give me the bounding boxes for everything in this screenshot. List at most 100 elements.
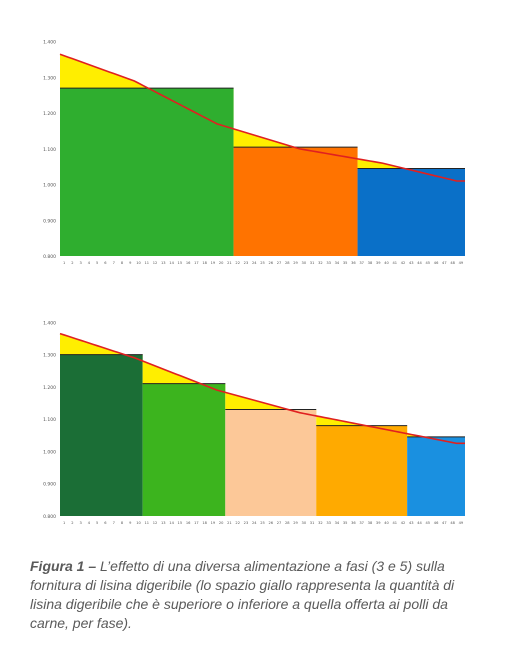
x-tick-label: 45 (426, 261, 431, 265)
x-tick-label: 23 (244, 521, 249, 525)
phase-bar (225, 409, 317, 516)
x-tick-label: 3 (80, 261, 82, 265)
x-tick-label: 21 (227, 261, 232, 265)
y-tick-label: 1.100 (43, 147, 56, 153)
x-tick-label: 20 (219, 261, 224, 265)
caption-text: L’effetto di una diversa alimentazione a… (30, 558, 455, 631)
x-tick-label: 27 (277, 261, 282, 265)
x-tick-label: 5 (96, 521, 98, 525)
x-tick-label: 31 (310, 521, 315, 525)
y-tick-label: 0.900 (43, 482, 56, 488)
x-tick-label: 40 (384, 261, 389, 265)
x-tick-label: 11 (144, 261, 149, 265)
x-tick-label: 4 (88, 521, 91, 525)
x-tick-label: 17 (194, 521, 199, 525)
x-tick-label: 45 (426, 521, 431, 525)
x-tick-label: 35 (343, 521, 348, 525)
y-tick-label: 1.100 (43, 417, 56, 423)
x-tick-label: 21 (227, 521, 232, 525)
x-tick-label: 13 (161, 261, 166, 265)
x-tick-label: 22 (235, 261, 240, 265)
requirement-curve (59, 332, 465, 445)
x-tick-label: 36 (351, 261, 356, 265)
x-tick-label: 38 (368, 261, 373, 265)
x-tick-label: 44 (417, 261, 422, 265)
x-tick-label: 34 (335, 261, 340, 265)
x-tick-label: 4 (88, 261, 91, 265)
x-tick-label: 24 (252, 521, 257, 525)
y-tick-label: 1.200 (43, 111, 56, 117)
x-tick-label: 2 (71, 521, 73, 525)
x-tick-label: 47 (442, 521, 447, 525)
x-tick-label: 37 (359, 521, 364, 525)
phase-bar (233, 147, 358, 256)
x-tick-label: 49 (459, 261, 464, 265)
x-tick-label: 28 (285, 261, 290, 265)
x-tick-label: 30 (302, 521, 307, 525)
phase-bar (60, 88, 234, 257)
x-tick-label: 25 (260, 261, 265, 265)
y-tick-label: 0.800 (43, 254, 56, 260)
y-tick-label: 1.200 (43, 385, 56, 391)
x-tick-label: 14 (169, 261, 174, 265)
x-tick-label: 26 (268, 261, 273, 265)
x-tick-label: 19 (211, 261, 216, 265)
x-tick-label: 5 (96, 261, 98, 265)
x-tick-label: 11 (144, 521, 149, 525)
x-tick-label: 28 (285, 521, 290, 525)
x-tick-label: 33 (326, 521, 331, 525)
x-tick-label: 29 (293, 521, 298, 525)
x-tick-label: 25 (260, 521, 265, 525)
x-tick-label: 42 (401, 521, 406, 525)
caption-label: Figura 1 – (30, 558, 97, 574)
x-tick-label: 1 (63, 261, 65, 265)
x-tick-label: 39 (376, 521, 381, 525)
x-tick-label: 38 (368, 521, 373, 525)
x-tick-label: 40 (384, 521, 389, 525)
y-tick-label: 1.000 (43, 449, 56, 455)
x-tick-label: 19 (211, 521, 216, 525)
x-tick-label: 9 (129, 261, 132, 265)
x-tick-label: 15 (178, 521, 183, 525)
figure-caption: Figura 1 – L’effetto di una diversa alim… (30, 557, 485, 633)
x-tick-label: 39 (376, 261, 381, 265)
x-tick-label: 49 (459, 521, 464, 525)
x-tick-label: 34 (335, 521, 340, 525)
x-tick-label: 48 (450, 521, 455, 525)
y-tick-label: 1.300 (43, 75, 56, 81)
surplus-deficit-area (60, 54, 234, 129)
x-tick-label: 32 (318, 261, 323, 265)
y-tick-label: 1.000 (43, 183, 56, 189)
x-tick-label: 20 (219, 521, 224, 525)
x-tick-label: 41 (392, 261, 397, 265)
x-tick-label: 29 (293, 261, 298, 265)
phase-bar (407, 436, 465, 516)
x-tick-label: 3 (80, 521, 82, 525)
x-tick-label: 2 (71, 261, 73, 265)
x-tick-label: 8 (121, 261, 124, 265)
x-tick-label: 30 (302, 261, 307, 265)
x-tick-label: 7 (113, 261, 115, 265)
requirement-curve (59, 53, 465, 182)
x-tick-label: 12 (153, 521, 158, 525)
x-tick-label: 27 (277, 521, 282, 525)
x-tick-label: 6 (104, 261, 107, 265)
x-tick-label: 17 (194, 261, 199, 265)
x-tick-label: 10 (136, 261, 141, 265)
x-tick-label: 47 (442, 261, 447, 265)
x-tick-label: 9 (129, 521, 132, 525)
x-tick-label: 43 (409, 261, 414, 265)
x-tick-label: 18 (202, 261, 207, 265)
x-tick-label: 1 (63, 521, 65, 525)
x-tick-label: 16 (186, 261, 191, 265)
x-tick-label: 36 (351, 521, 356, 525)
x-tick-label: 42 (401, 261, 406, 265)
phase-bar (60, 354, 143, 516)
x-tick-label: 22 (235, 521, 240, 525)
x-tick-label: 44 (417, 521, 422, 525)
x-tick-label: 43 (409, 521, 414, 525)
y-tick-label: 0.900 (43, 218, 56, 224)
x-tick-label: 10 (136, 521, 141, 525)
x-tick-label: 7 (113, 521, 115, 525)
